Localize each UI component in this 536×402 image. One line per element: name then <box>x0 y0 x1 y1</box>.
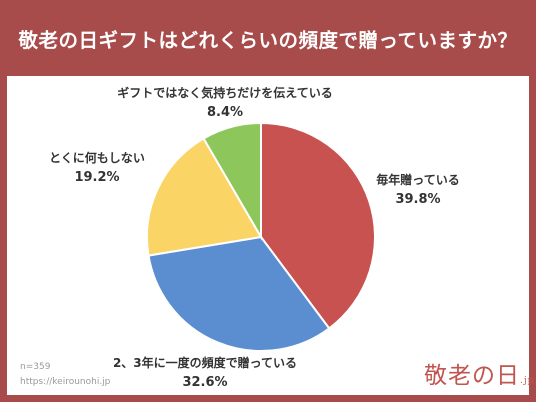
slice-label-nothing: とくに何もしない 19.2% <box>49 148 145 188</box>
slice-name-nothing: とくに何もしない <box>49 148 145 168</box>
source-url: https://keirounohi.jp <box>20 377 110 387</box>
slice-name-every-few-years: 2、3年に一度の頻度で贈っている <box>113 353 297 373</box>
brand-logo: 敬老の日.jp <box>424 356 534 390</box>
slice-value-every-few-years: 32.6% <box>113 373 297 393</box>
slice-value-nothing: 19.2% <box>49 168 145 188</box>
slice-label-feelings-only: ギフトではなく気持ちだけを伝えている 8.4% <box>117 83 332 123</box>
slice-label-every-few-years: 2、3年に一度の頻度で贈っている 32.6% <box>113 353 297 393</box>
brand-logo-text: 敬老の日 <box>424 363 520 389</box>
slice-value-feelings-only: 8.4% <box>117 103 332 123</box>
slice-name-annual: 毎年贈っている <box>376 170 459 190</box>
slice-value-annual: 39.8% <box>376 190 459 210</box>
brand-logo-suffix: .jp <box>520 376 534 386</box>
slice-name-feelings-only: ギフトではなく気持ちだけを伝えている <box>117 83 332 103</box>
slice-label-annual: 毎年贈っている 39.8% <box>376 170 459 210</box>
sample-size: n=359 <box>20 362 50 372</box>
